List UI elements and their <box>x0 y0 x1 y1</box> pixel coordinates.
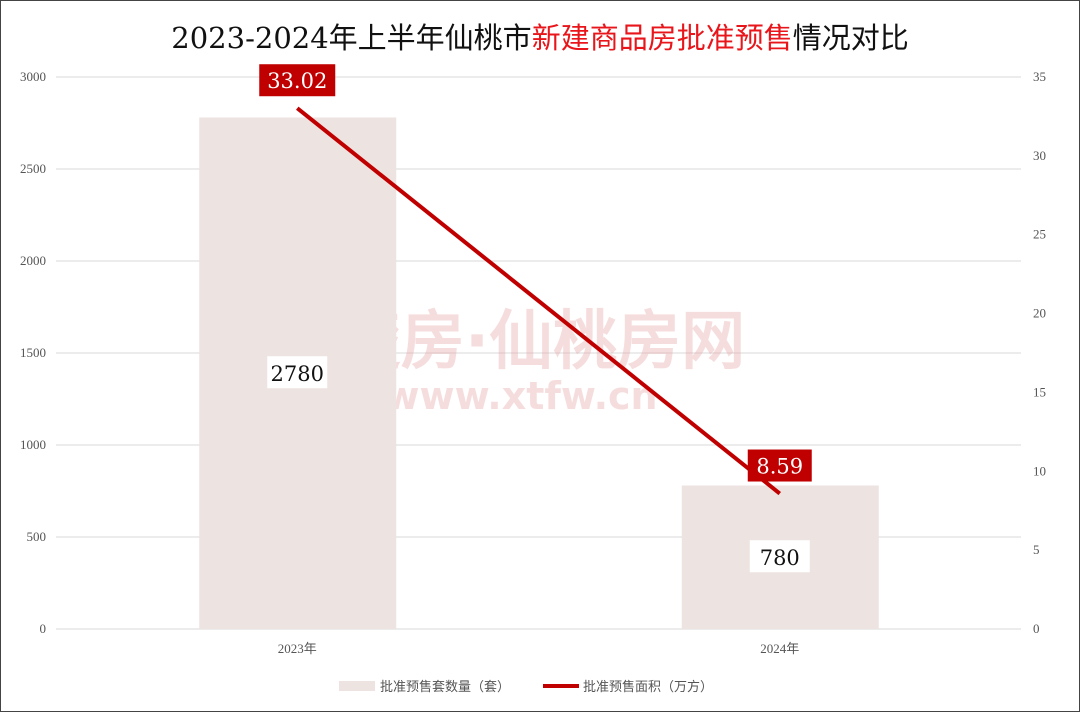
right-axis-tick: 25 <box>1033 227 1046 242</box>
title-highlight: 新建商品房批准预售 <box>531 21 793 55</box>
right-axis-tick: 35 <box>1033 69 1046 84</box>
right-axis-tick: 5 <box>1033 542 1040 557</box>
left-axis-tick: 0 <box>40 621 47 636</box>
line-label-bg <box>747 449 812 482</box>
bar-data-label: 2780 <box>271 362 324 386</box>
bar-data-label: 780 <box>760 546 800 570</box>
line-data-label: 8.59 <box>756 455 803 479</box>
left-axis-tick: 3000 <box>20 69 46 84</box>
right-axis-tick: 10 <box>1033 463 1046 478</box>
right-axis-tick: 15 <box>1033 384 1046 399</box>
right-axis-tick: 0 <box>1033 621 1040 636</box>
legend-line-label: 批准预售面积（万方） <box>583 679 713 695</box>
legend-bar-swatch <box>339 681 375 691</box>
title-part3: 情况对比 <box>792 21 909 55</box>
line-label-bg <box>259 64 336 97</box>
title-part1: 2023-2024年上半年仙桃市 <box>171 21 532 55</box>
line-data-label: 33.02 <box>267 69 327 93</box>
x-axis-tick: 2024年 <box>760 641 799 656</box>
bar-label-bg <box>749 540 810 573</box>
left-axis-tick: 2500 <box>20 161 46 176</box>
watermark-url: www.xtfw.cn <box>384 374 657 418</box>
right-axis-tick: 30 <box>1033 148 1046 163</box>
left-axis-tick: 500 <box>27 529 47 544</box>
left-axis-tick: 1500 <box>20 345 46 360</box>
right-axis-tick: 20 <box>1033 306 1046 321</box>
bar-label-bg <box>267 356 328 389</box>
x-axis-tick: 2023年 <box>278 641 317 656</box>
chart-title: 2023-2024年上半年仙桃市新建商品房批准预售情况对比 <box>1 15 1079 57</box>
left-axis-tick: 2000 <box>20 253 46 268</box>
legend-bar-label: 批准预售套数量（套） <box>380 679 510 695</box>
line-series-area <box>296 106 781 496</box>
watermark-text: 楚房·仙桃房网 <box>337 305 745 379</box>
left-axis-tick: 1000 <box>20 437 46 452</box>
